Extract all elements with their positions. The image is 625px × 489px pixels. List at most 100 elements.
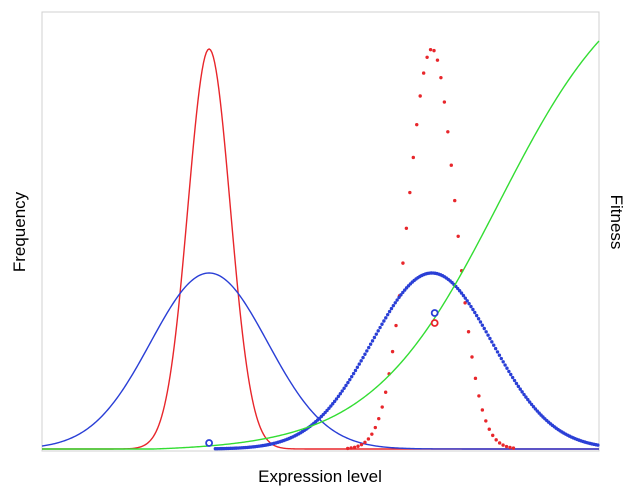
data-point [370, 432, 374, 436]
data-point [493, 346, 498, 351]
data-point [477, 394, 481, 398]
data-point [365, 349, 369, 353]
data-point [363, 440, 367, 445]
marker-layer [205, 309, 439, 447]
data-point [428, 47, 433, 52]
data-point [359, 359, 363, 363]
data-point [401, 261, 405, 265]
data-point [497, 441, 502, 445]
data-point [353, 368, 358, 373]
data-point [499, 356, 503, 361]
data-point [380, 405, 384, 409]
data-point [336, 394, 341, 399]
data-point [356, 444, 360, 448]
wide-solid-blue-curve [41, 272, 599, 450]
data-point [349, 374, 354, 379]
data-point [474, 313, 479, 318]
data-point [378, 325, 382, 330]
data-point [480, 408, 485, 412]
data-point [501, 443, 505, 447]
data-point [446, 130, 450, 134]
x-axis-label: Expression level [258, 467, 382, 486]
data-point [382, 319, 386, 323]
data-point [442, 100, 447, 104]
data-point [361, 355, 365, 360]
data-point [459, 291, 464, 295]
data-point [467, 301, 471, 306]
data-point [403, 288, 407, 292]
data-point [425, 55, 429, 59]
data-point [476, 317, 481, 321]
data-point [421, 71, 426, 75]
data-point [494, 438, 498, 442]
data-point [367, 345, 371, 350]
data-point [528, 400, 532, 404]
data-point [484, 419, 488, 423]
data-point [340, 389, 344, 393]
data-point [338, 392, 343, 396]
data-point [471, 307, 475, 312]
data-point [399, 293, 403, 297]
data-point [495, 350, 500, 354]
data-point [374, 332, 379, 336]
marker-open-circle-0 [205, 439, 214, 447]
data-point [411, 155, 415, 160]
data-point [482, 326, 486, 331]
data-point [357, 362, 361, 366]
data-point [351, 371, 356, 376]
data-point [457, 289, 462, 293]
data-point [348, 377, 352, 382]
series-layer [41, 40, 600, 451]
data-point [529, 402, 534, 407]
data-point [504, 444, 509, 449]
data-point [449, 163, 453, 167]
data-point [332, 399, 337, 404]
data-point [505, 366, 509, 370]
fitness-green-curve [42, 40, 600, 450]
data-point [469, 304, 473, 309]
data-point [372, 335, 377, 340]
data-point [520, 390, 524, 394]
data-point [397, 295, 401, 300]
data-point [492, 343, 496, 347]
data-point [478, 320, 483, 324]
data-point [368, 342, 373, 346]
data-point [435, 58, 440, 62]
data-point [377, 416, 381, 421]
data-point [394, 323, 398, 328]
data-point [380, 322, 384, 326]
y2-axis-label: Fitness [607, 195, 625, 250]
data-point [355, 365, 360, 369]
data-point [453, 198, 457, 203]
data-point [487, 427, 491, 431]
marker-open-circle-1 [430, 309, 439, 317]
data-point [401, 290, 405, 295]
data-point [393, 301, 397, 305]
data-point [488, 336, 492, 341]
data-point [509, 372, 513, 377]
data-point [376, 329, 380, 333]
data-point [415, 122, 419, 127]
data-point [514, 381, 519, 386]
data-point [484, 330, 488, 334]
data-point [389, 306, 394, 311]
data-point [329, 404, 333, 408]
data-point [342, 386, 346, 391]
data-point [408, 190, 412, 195]
data-point [473, 376, 478, 381]
data-point [349, 446, 353, 450]
data-point [497, 353, 502, 357]
data-point [596, 443, 600, 447]
data-point [331, 402, 335, 406]
data-point [510, 375, 515, 380]
data-point [501, 360, 505, 364]
plot-frame [41, 11, 600, 452]
data-point [512, 378, 517, 383]
data-point [334, 397, 339, 401]
data-point [473, 310, 477, 315]
data-point [384, 316, 388, 320]
data-point [391, 303, 396, 308]
data-point [456, 286, 460, 291]
data-point [345, 446, 350, 451]
